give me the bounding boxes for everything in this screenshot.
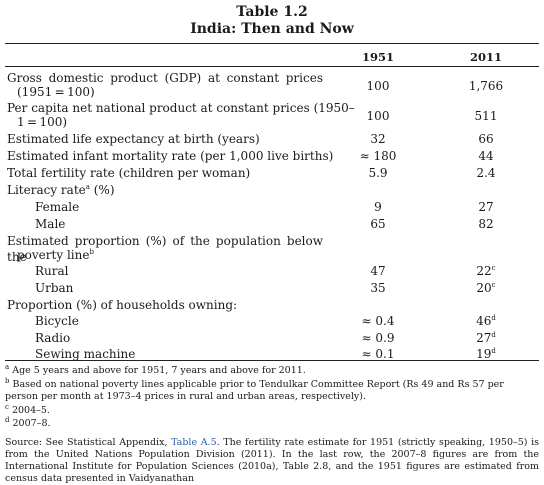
value-2011: 1,766 bbox=[468, 79, 504, 93]
row-label: Female bbox=[35, 200, 80, 214]
value-2011: 2.4 bbox=[476, 166, 496, 180]
value-2011: 511 bbox=[474, 109, 498, 123]
row-label: Sewing machine bbox=[35, 347, 136, 361]
value-2011: 27d bbox=[476, 331, 496, 345]
value-1951: 35 bbox=[370, 281, 386, 295]
value-2011: 66 bbox=[478, 132, 494, 146]
value-1951: ≈ 0.9 bbox=[361, 331, 395, 345]
row-label: Urban bbox=[35, 281, 74, 295]
value-2011: 82 bbox=[478, 217, 494, 231]
row-label: Gross domestic product (GDP) at constant… bbox=[7, 71, 323, 85]
bottom-rule bbox=[5, 360, 539, 361]
value-1951: 9 bbox=[374, 200, 382, 214]
value-1951: ≈ 0.4 bbox=[361, 314, 395, 328]
value-1951: 100 bbox=[366, 79, 390, 93]
row-label-continuation: 1 = 100) bbox=[17, 115, 68, 129]
row-label-continuation: (1951 = 100) bbox=[17, 85, 95, 99]
row-label: Estimated proportion (%) of the populati… bbox=[7, 234, 323, 264]
row-label: Per capita net national product at const… bbox=[7, 101, 355, 115]
header-rule bbox=[5, 66, 539, 67]
value-1951: 32 bbox=[370, 132, 386, 146]
footnote-b: b Based on national poverty lines applic… bbox=[5, 376, 504, 402]
value-2011: 22c bbox=[476, 264, 496, 278]
table-number: Table 1.2 bbox=[236, 4, 308, 20]
top-rule bbox=[5, 43, 539, 44]
row-label: Male bbox=[35, 217, 66, 231]
value-1951: ≈ 180 bbox=[359, 149, 397, 163]
value-1951: 47 bbox=[370, 264, 386, 278]
row-label: Literacy ratea (%) bbox=[7, 183, 115, 197]
row-label: Proportion (%) of households owning: bbox=[7, 298, 238, 312]
footnote-c: c 2004–5. bbox=[5, 402, 50, 416]
value-1951: 65 bbox=[370, 217, 386, 231]
row-label: Total fertility rate (children per woman… bbox=[7, 166, 251, 180]
value-1951: 100 bbox=[366, 109, 390, 123]
table-caption: India: Then and Now bbox=[190, 21, 354, 37]
value-2011: 27 bbox=[478, 200, 494, 214]
row-label: Rural bbox=[35, 264, 69, 278]
source-note: Source: See Statistical Appendix, Table … bbox=[5, 437, 540, 484]
column-header-2011: 2011 bbox=[469, 50, 502, 64]
table-a5-link[interactable]: Table A.5 bbox=[171, 437, 217, 448]
row-label-continuation: poverty lineb bbox=[17, 248, 94, 262]
value-1951: ≈ 0.1 bbox=[361, 347, 395, 361]
value-2011: 19d bbox=[476, 347, 496, 361]
value-1951: 5.9 bbox=[368, 166, 388, 180]
row-label: Estimated infant mortality rate (per 1,0… bbox=[7, 149, 334, 163]
footnote-d: d 2007–8. bbox=[5, 415, 51, 429]
row-label: Radio bbox=[35, 331, 71, 345]
value-2011: 46d bbox=[476, 314, 496, 328]
value-2011: 20c bbox=[476, 281, 496, 295]
row-label: Bicycle bbox=[35, 314, 79, 328]
footnote-a: a Age 5 years and above for 1951, 7 year… bbox=[5, 362, 306, 376]
value-2011: 44 bbox=[478, 149, 494, 163]
row-label: Estimated life expectancy at birth (year… bbox=[7, 132, 260, 146]
column-header-1951: 1951 bbox=[361, 50, 394, 64]
